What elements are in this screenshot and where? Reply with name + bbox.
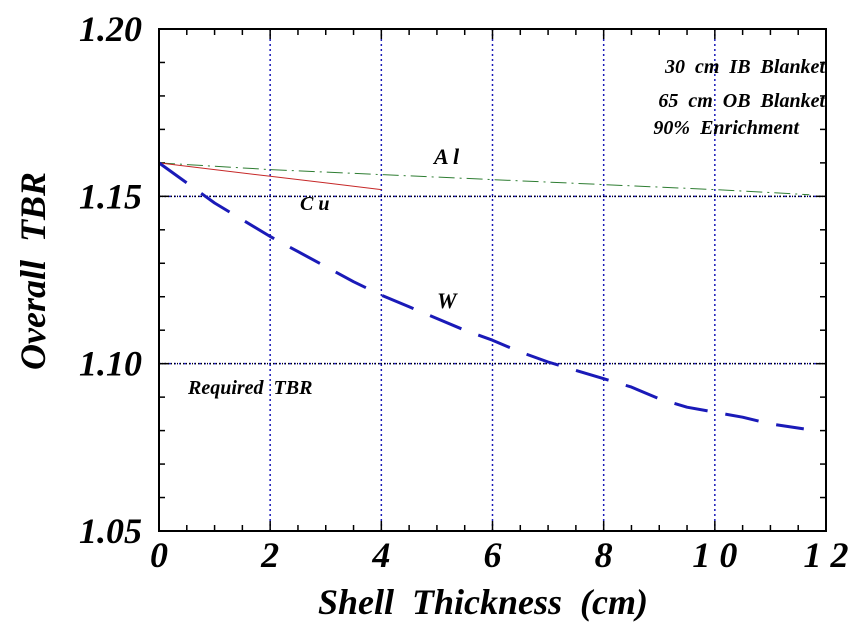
series-label-cu: C u bbox=[300, 193, 329, 215]
series-line-al bbox=[158, 162, 810, 196]
series-line-w bbox=[158, 161, 805, 431]
series-line-cu bbox=[158, 162, 382, 191]
annotation-line-2: 65 cm OB Blanket bbox=[658, 90, 826, 112]
annotation-line-3: 90% Enrichment bbox=[653, 117, 800, 139]
x-tick-label: 4 bbox=[371, 535, 390, 575]
series-label-al: A l bbox=[432, 144, 460, 169]
required-tbr-label: Required TBR bbox=[187, 377, 312, 399]
y-tick-label: 1.20 bbox=[79, 9, 142, 49]
x-tick-label: 1 2 bbox=[804, 535, 849, 575]
x-tick-label: 8 bbox=[595, 535, 613, 575]
y-tick-label: 1.10 bbox=[79, 344, 142, 384]
y-axis-title: Overall TBR bbox=[13, 172, 53, 370]
y-tick-label: 1.05 bbox=[79, 511, 142, 551]
x-tick-label: 0 bbox=[150, 535, 168, 575]
series-lines bbox=[158, 161, 810, 431]
x-tick-label: 1 0 bbox=[692, 535, 737, 575]
x-tick-label: 6 bbox=[484, 535, 502, 575]
x-axis-title: Shell Thickness (cm) bbox=[318, 582, 648, 622]
y-tick-label: 1.15 bbox=[79, 176, 142, 216]
annotation-line-1: 30 cm IB Blanket bbox=[664, 56, 826, 78]
grid-lines bbox=[159, 29, 826, 531]
plot-frame bbox=[158, 28, 827, 532]
x-tick-label: 2 bbox=[260, 535, 279, 575]
series-label-w: W bbox=[437, 288, 458, 313]
